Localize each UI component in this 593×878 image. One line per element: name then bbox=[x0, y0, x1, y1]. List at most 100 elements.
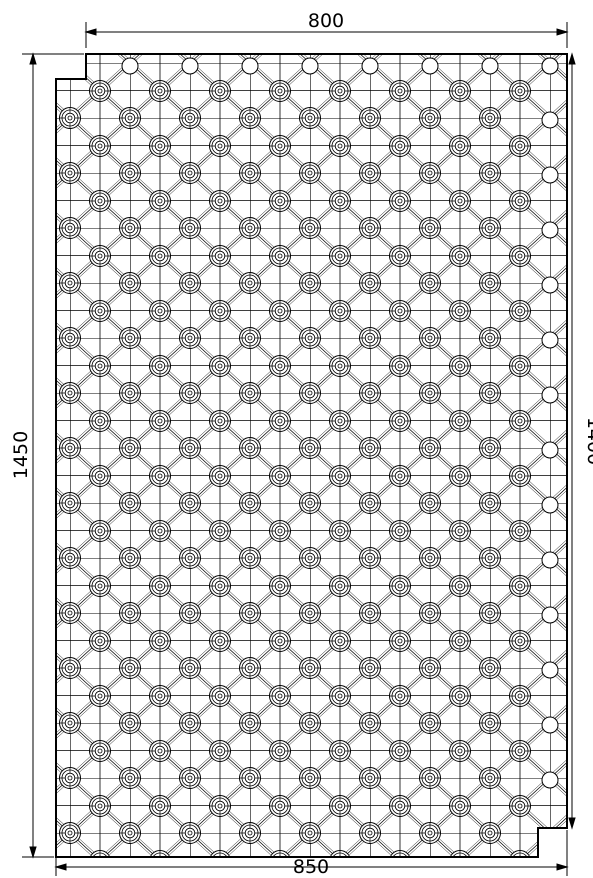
knob bbox=[419, 437, 441, 459]
knob bbox=[389, 80, 411, 102]
knob bbox=[449, 355, 471, 377]
knob bbox=[299, 657, 321, 679]
knob bbox=[359, 712, 381, 734]
knob bbox=[119, 162, 141, 184]
knob bbox=[419, 162, 441, 184]
knob bbox=[239, 162, 261, 184]
edge-circle bbox=[541, 111, 559, 129]
knob bbox=[119, 272, 141, 294]
knob bbox=[269, 410, 291, 432]
knob bbox=[449, 630, 471, 652]
knob bbox=[119, 602, 141, 624]
knob bbox=[59, 657, 81, 679]
knob bbox=[89, 355, 111, 377]
dimension-top-label: 800 bbox=[308, 10, 344, 32]
knob bbox=[449, 465, 471, 487]
knob bbox=[89, 80, 111, 102]
knob bbox=[239, 437, 261, 459]
knob bbox=[149, 740, 171, 762]
knob bbox=[59, 547, 81, 569]
knob bbox=[149, 190, 171, 212]
knob bbox=[479, 437, 501, 459]
knob bbox=[509, 740, 531, 762]
knob bbox=[449, 740, 471, 762]
knob bbox=[299, 822, 321, 844]
knob bbox=[239, 547, 261, 569]
knob bbox=[89, 795, 111, 817]
knob bbox=[419, 602, 441, 624]
knob bbox=[359, 382, 381, 404]
knob bbox=[89, 300, 111, 322]
knob bbox=[419, 217, 441, 239]
knob bbox=[209, 850, 231, 857]
knob bbox=[239, 107, 261, 129]
knob bbox=[239, 492, 261, 514]
knob bbox=[509, 465, 531, 487]
knob bbox=[149, 80, 171, 102]
knob bbox=[59, 437, 81, 459]
knob bbox=[479, 107, 501, 129]
knob bbox=[59, 107, 81, 129]
knob bbox=[419, 822, 441, 844]
panel-outline bbox=[55, 53, 568, 858]
knob bbox=[509, 850, 531, 857]
knob bbox=[239, 822, 261, 844]
knob bbox=[209, 740, 231, 762]
knob bbox=[269, 80, 291, 102]
knob bbox=[59, 382, 81, 404]
knob bbox=[149, 575, 171, 597]
knob bbox=[239, 272, 261, 294]
knob bbox=[239, 767, 261, 789]
knob bbox=[149, 850, 171, 857]
knob bbox=[119, 327, 141, 349]
knob bbox=[479, 492, 501, 514]
knob bbox=[179, 547, 201, 569]
edge-circle bbox=[481, 57, 499, 75]
knob bbox=[89, 575, 111, 597]
knob bbox=[179, 162, 201, 184]
knob bbox=[509, 410, 531, 432]
knob bbox=[449, 410, 471, 432]
knob bbox=[419, 327, 441, 349]
edge-circle bbox=[301, 57, 319, 75]
knob bbox=[329, 630, 351, 652]
knob bbox=[179, 272, 201, 294]
edge-circle bbox=[181, 57, 199, 75]
knob bbox=[329, 355, 351, 377]
knob bbox=[239, 382, 261, 404]
knob bbox=[59, 217, 81, 239]
knob bbox=[479, 382, 501, 404]
panel-body bbox=[55, 53, 568, 858]
knob bbox=[209, 465, 231, 487]
edge-circle bbox=[361, 57, 379, 75]
knob bbox=[389, 355, 411, 377]
knob bbox=[359, 217, 381, 239]
knob bbox=[389, 575, 411, 597]
knob bbox=[389, 850, 411, 857]
knob bbox=[269, 630, 291, 652]
knob bbox=[239, 327, 261, 349]
edge-circle bbox=[541, 661, 559, 679]
knob bbox=[509, 245, 531, 267]
knob bbox=[269, 575, 291, 597]
knob bbox=[329, 245, 351, 267]
knob bbox=[179, 712, 201, 734]
edge-circle bbox=[541, 441, 559, 459]
knob bbox=[269, 795, 291, 817]
knob bbox=[179, 382, 201, 404]
knob bbox=[179, 327, 201, 349]
knob bbox=[89, 190, 111, 212]
edge-circle bbox=[421, 57, 439, 75]
knob bbox=[329, 465, 351, 487]
knob bbox=[359, 437, 381, 459]
knob bbox=[209, 685, 231, 707]
edge-circle bbox=[541, 331, 559, 349]
edge-circle bbox=[541, 771, 559, 789]
knob bbox=[239, 657, 261, 679]
knob bbox=[59, 822, 81, 844]
knob bbox=[329, 410, 351, 432]
knob bbox=[389, 300, 411, 322]
knob bbox=[269, 850, 291, 857]
knob bbox=[119, 107, 141, 129]
